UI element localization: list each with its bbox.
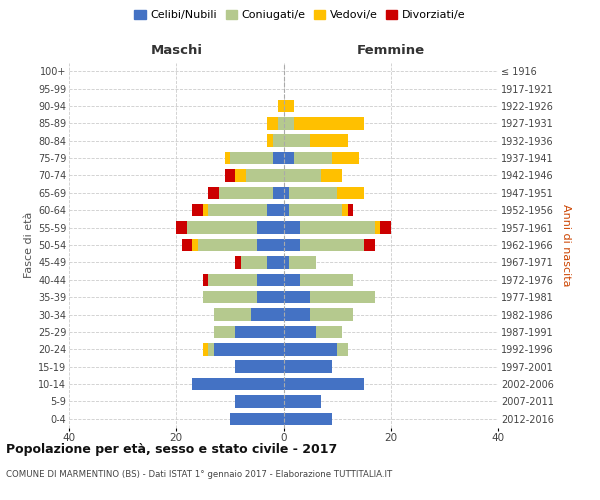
Bar (284, 360, 332, 373)
Bar (203, 291, 257, 304)
Bar (294, 117, 364, 130)
Bar (235, 360, 284, 373)
Bar (289, 256, 316, 268)
Text: Popolazione per età, sesso e stato civile - 2017: Popolazione per età, sesso e stato civil… (6, 442, 337, 456)
Bar (257, 238, 284, 252)
Bar (348, 204, 353, 216)
Bar (235, 256, 241, 268)
Bar (310, 308, 353, 321)
Legend: Celibi/Nubili, Coniugati/e, Vedovi/e, Divorziati/e: Celibi/Nubili, Coniugati/e, Vedovi/e, Di… (130, 6, 470, 25)
Bar (284, 222, 299, 234)
Bar (203, 343, 208, 355)
Bar (284, 100, 294, 112)
Bar (235, 326, 284, 338)
Bar (235, 395, 284, 407)
Bar (284, 169, 321, 181)
Bar (273, 152, 284, 164)
Bar (284, 274, 299, 286)
Bar (337, 186, 364, 199)
Bar (273, 186, 284, 199)
Bar (284, 308, 310, 321)
Bar (251, 308, 284, 321)
Bar (337, 343, 348, 355)
Bar (273, 134, 284, 147)
Bar (230, 412, 284, 425)
Bar (284, 256, 289, 268)
Y-axis label: Fasce di età: Fasce di età (23, 212, 34, 278)
Bar (284, 343, 337, 355)
Bar (299, 238, 364, 252)
Bar (284, 395, 321, 407)
Bar (224, 152, 230, 164)
Bar (289, 186, 337, 199)
Bar (332, 152, 359, 164)
Bar (257, 222, 284, 234)
Bar (214, 326, 235, 338)
Bar (224, 169, 235, 181)
Bar (230, 152, 273, 164)
Bar (208, 186, 219, 199)
Bar (214, 343, 284, 355)
Bar (203, 274, 208, 286)
Bar (268, 204, 284, 216)
Bar (257, 291, 284, 304)
Bar (193, 378, 284, 390)
Bar (321, 169, 343, 181)
Bar (284, 117, 294, 130)
Bar (310, 134, 348, 147)
Bar (310, 291, 374, 304)
Bar (284, 378, 364, 390)
Bar (219, 186, 273, 199)
Bar (193, 204, 203, 216)
Bar (182, 238, 193, 252)
Bar (235, 169, 246, 181)
Bar (284, 134, 310, 147)
Bar (289, 204, 343, 216)
Bar (278, 100, 284, 112)
Bar (284, 238, 299, 252)
Bar (214, 308, 251, 321)
Bar (299, 274, 353, 286)
Bar (284, 186, 289, 199)
Bar (364, 238, 374, 252)
Text: COMUNE DI MARMENTINO (BS) - Dati ISTAT 1° gennaio 2017 - Elaborazione TUTTITALIA: COMUNE DI MARMENTINO (BS) - Dati ISTAT 1… (6, 470, 392, 479)
Bar (284, 412, 332, 425)
Bar (294, 152, 332, 164)
Bar (380, 222, 391, 234)
Bar (268, 134, 273, 147)
Text: Maschi: Maschi (150, 44, 202, 58)
Text: Femmine: Femmine (356, 44, 425, 58)
Bar (278, 117, 284, 130)
Bar (316, 326, 343, 338)
Bar (208, 274, 257, 286)
Bar (284, 291, 310, 304)
Bar (203, 204, 208, 216)
Bar (193, 238, 198, 252)
Bar (284, 152, 294, 164)
Bar (343, 204, 348, 216)
Y-axis label: Anni di nascita: Anni di nascita (560, 204, 571, 286)
Bar (176, 222, 187, 234)
Bar (284, 204, 289, 216)
Bar (246, 169, 284, 181)
Bar (241, 256, 268, 268)
Bar (284, 326, 316, 338)
Bar (187, 222, 257, 234)
Bar (198, 238, 257, 252)
Bar (208, 204, 268, 216)
Bar (268, 117, 278, 130)
Bar (208, 343, 214, 355)
Bar (299, 222, 374, 234)
Bar (374, 222, 380, 234)
Bar (268, 256, 284, 268)
Bar (257, 274, 284, 286)
